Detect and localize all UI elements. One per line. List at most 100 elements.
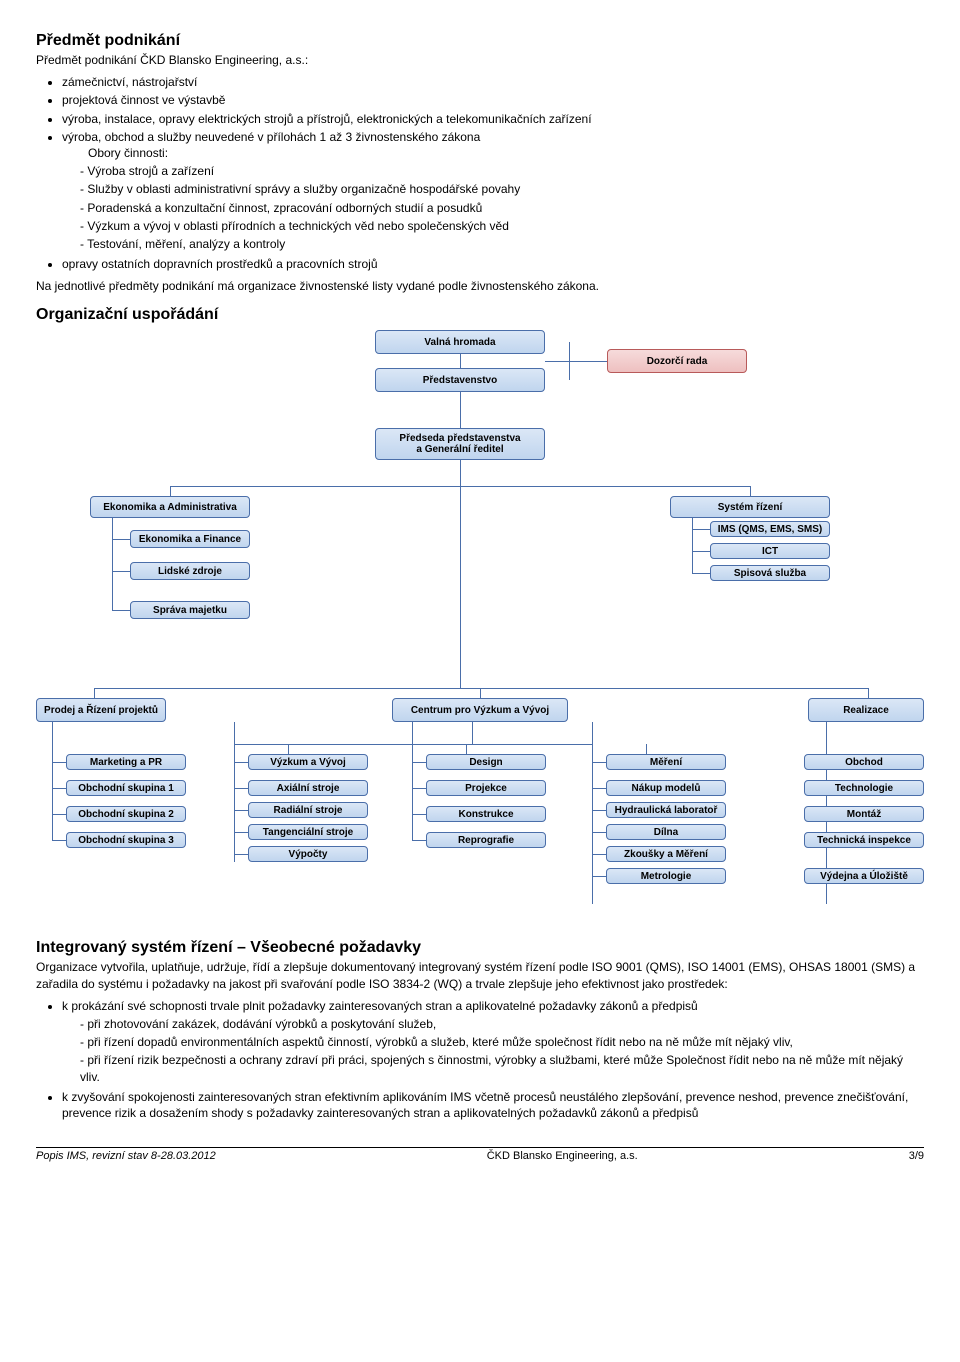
node-projekce: Projekce — [426, 780, 546, 796]
node-nakup: Nákup modelů — [606, 780, 726, 796]
chart-line — [545, 361, 607, 362]
node-ims: IMS (QMS, EMS, SMS) — [710, 521, 830, 537]
chart-line — [170, 486, 750, 487]
bullets-main: zámečnictví, nástrojařství projektová či… — [36, 74, 924, 272]
chart-line — [234, 788, 248, 789]
chart-line — [692, 529, 710, 530]
chart-line — [592, 762, 606, 763]
chart-line — [52, 722, 53, 840]
chart-line — [52, 840, 66, 841]
node-axial: Axiální stroje — [248, 780, 368, 796]
dash-item: při zhotovování zakázek, dodávání výrobk… — [80, 1016, 924, 1032]
node-dozorci-rada: Dozorčí rada — [607, 349, 747, 373]
heading-org: Organizační uspořádání — [36, 306, 924, 324]
footer-center: ČKD Blansko Engineering, a.s. — [487, 1150, 638, 1162]
node-sprava-majetku: Správa majetku — [130, 601, 250, 619]
node-marketing: Marketing a PR — [66, 754, 186, 770]
chart-line — [52, 814, 66, 815]
node-realizace: Realizace — [808, 698, 924, 722]
node-ict: ICT — [710, 543, 830, 559]
heading-ims: Integrovaný systém řízení – Všeobecné po… — [36, 939, 924, 957]
chart-line — [868, 688, 869, 698]
footer-right: 3/9 — [909, 1150, 924, 1162]
chart-line — [112, 539, 130, 540]
node-os1: Obchodní skupina 1 — [66, 780, 186, 796]
ims-p1: Organizace vytvořila, uplatňuje, udržuje… — [36, 959, 924, 991]
chart-line — [94, 688, 95, 698]
chart-line — [592, 810, 606, 811]
chart-line — [592, 832, 606, 833]
node-system-rizeni: Systém řízení — [670, 496, 830, 518]
footer-left: Popis IMS, revizní stav 8-28.03.2012 — [36, 1150, 216, 1162]
node-repro: Reprografie — [426, 832, 546, 848]
dash-item: při řízení dopadů environmentálních aspe… — [80, 1034, 924, 1050]
chart-line — [592, 876, 606, 877]
chart-line — [692, 551, 710, 552]
node-obchod: Obchod — [804, 754, 924, 770]
heading-predmet: Předmět podnikání — [36, 32, 924, 50]
chart-line — [288, 744, 289, 754]
dash-item: Poradenská a konzultační činnost, zpraco… — [80, 200, 924, 216]
chart-line — [592, 788, 606, 789]
chart-line — [170, 486, 171, 496]
node-vyzkum: Výzkum a Vývoj — [248, 754, 368, 770]
node-spisova: Spisová služba — [710, 565, 830, 581]
node-os3: Obchodní skupina 3 — [66, 832, 186, 848]
dash-item: Výzkum a vývoj v oblasti přírodních a te… — [80, 218, 924, 234]
chart-line — [569, 342, 570, 380]
chart-line — [94, 688, 868, 689]
node-prodej: Prodej a Řízení projektů — [36, 698, 166, 722]
chart-line — [460, 354, 461, 368]
node-ekonomika-admin: Ekonomika a Administrativa — [90, 496, 250, 518]
node-lidske-zdroje: Lidské zdroje — [130, 562, 250, 580]
chart-line — [692, 518, 693, 573]
node-design: Design — [426, 754, 546, 770]
chart-line — [234, 762, 248, 763]
node-radial: Radiální stroje — [248, 802, 368, 818]
bullet-item: výroba, instalace, opravy elektrických s… — [62, 111, 924, 127]
bullet-item: k prokázání své schopnosti trvale plnit … — [62, 998, 924, 1085]
chart-line — [112, 518, 113, 610]
node-mereni: Měření — [606, 754, 726, 770]
bullet-item: k zvyšování spokojenosti zainteresovanýc… — [62, 1089, 924, 1121]
node-konstrukce: Konstrukce — [426, 806, 546, 822]
bullet-item: výroba, obchod a služby neuvedené v příl… — [62, 129, 924, 252]
dash-item: při řízení rizik bezpečnosti a ochrany z… — [80, 1052, 924, 1084]
chart-line — [480, 688, 481, 698]
node-os2: Obchodní skupina 2 — [66, 806, 186, 822]
chart-line — [234, 810, 248, 811]
chart-line — [412, 788, 426, 789]
dash-item: Výroba strojů a zařízení — [80, 163, 924, 179]
node-ekon-finance: Ekonomika a Finance — [130, 530, 250, 548]
closing-text: Na jednotlivé předměty podnikání má orga… — [36, 278, 924, 294]
chart-line — [692, 573, 710, 574]
org-chart: Valná hromada Představenstvo Dozorčí rad… — [36, 330, 924, 925]
obory-label: Obory činnosti: — [88, 145, 924, 161]
bullet-text: k prokázání své schopnosti trvale plnit … — [62, 999, 698, 1013]
chart-line — [472, 722, 473, 744]
node-tang: Tangenciální stroje — [248, 824, 368, 840]
chart-line — [234, 832, 248, 833]
bullet-text: výroba, obchod a služby neuvedené v příl… — [62, 130, 480, 144]
chart-line — [412, 814, 426, 815]
node-metrologie: Metrologie — [606, 868, 726, 884]
node-technologie: Technologie — [804, 780, 924, 796]
ims-bullets: k prokázání své schopnosti trvale plnit … — [36, 998, 924, 1121]
node-valna-hromada: Valná hromada — [375, 330, 545, 354]
node-vydejna: Výdejna a Úložiště — [804, 868, 924, 884]
node-zkousky: Zkoušky a Měření — [606, 846, 726, 862]
node-hydra: Hydraulická laboratoř — [606, 802, 726, 818]
chart-line — [646, 744, 647, 754]
node-dilna: Dílna — [606, 824, 726, 840]
node-predstavenstvo: Představenstvo — [375, 368, 545, 392]
node-centrum: Centrum pro Výzkum a Vývoj — [392, 698, 568, 722]
page-footer: Popis IMS, revizní stav 8-28.03.2012 ČKD… — [36, 1147, 924, 1162]
node-predseda: Předseda představenstva a Generální ředi… — [375, 428, 545, 460]
dash-item: Testování, měření, analýzy a kontroly — [80, 236, 924, 252]
dash-item: Služby v oblasti administrativní správy … — [80, 181, 924, 197]
chart-line — [460, 460, 461, 688]
node-montaz: Montáž — [804, 806, 924, 822]
node-techinsp: Technická inspekce — [804, 832, 924, 848]
bullet-item: zámečnictví, nástrojařství — [62, 74, 924, 90]
chart-line — [112, 610, 130, 611]
